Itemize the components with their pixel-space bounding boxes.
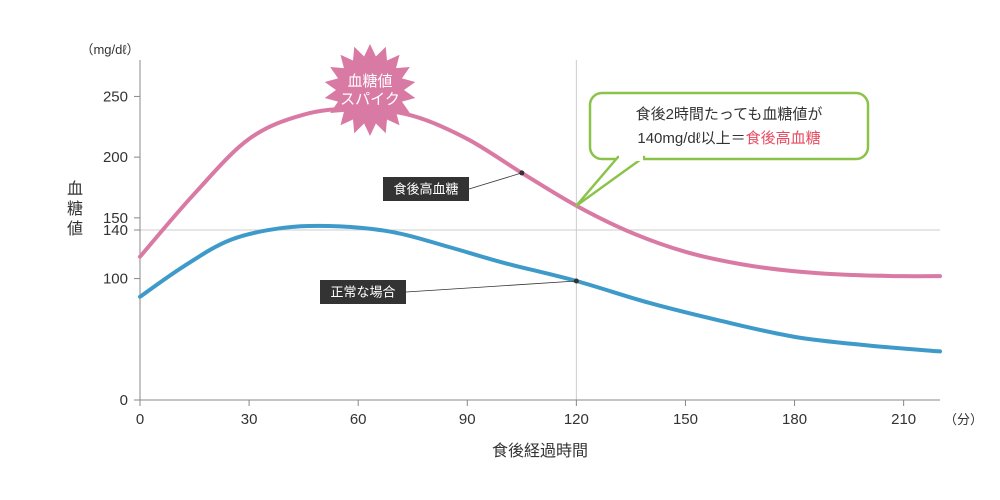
y-tick-label: 100 xyxy=(103,271,128,288)
burst-text-2: スパイク xyxy=(340,91,400,108)
x-axis-unit: （分） xyxy=(944,412,983,427)
x-axis-title: 食後経過時間 xyxy=(492,442,588,460)
series-label-connector xyxy=(406,281,576,292)
chart-svg: 0306090120150180210（分）食後経過時間010014015020… xyxy=(0,0,1000,500)
y-tick-label: 0 xyxy=(120,392,128,409)
series-label-connector-dot xyxy=(574,279,579,284)
y-tick-label: 250 xyxy=(103,88,128,105)
series-line-normal xyxy=(140,226,940,352)
x-tick-label: 30 xyxy=(241,411,258,428)
y-axis-label: 血糖値 xyxy=(60,180,84,240)
x-tick-label: 120 xyxy=(564,411,589,428)
callout-line2: 140mg/dℓ以上＝食後高血糖 xyxy=(637,130,820,147)
x-tick-label: 180 xyxy=(782,411,807,428)
x-tick-label: 0 xyxy=(136,411,144,428)
callout-tail xyxy=(576,157,644,206)
spike-burst-icon xyxy=(325,44,416,136)
x-tick-label: 90 xyxy=(459,411,476,428)
x-tick-label: 60 xyxy=(350,411,367,428)
series-label-text-normal: 正常な場合 xyxy=(330,285,395,300)
x-tick-label: 210 xyxy=(891,411,916,428)
blood-sugar-chart: 血糖値 0306090120150180210（分）食後経過時間01001401… xyxy=(0,0,1000,500)
y-tick-label: 200 xyxy=(103,149,128,166)
burst-text-1: 血糖値 xyxy=(347,73,392,90)
callout-seam-cover xyxy=(619,155,643,161)
callout-line1: 食後2時間たっても血糖値が xyxy=(636,106,823,123)
y-axis-unit: （mg/dℓ） xyxy=(80,42,139,57)
series-label-connector-dot xyxy=(519,170,524,175)
series-label-text-high: 食後高血糖 xyxy=(393,182,458,197)
callout-box xyxy=(590,93,868,159)
series-label-connector xyxy=(469,173,522,189)
y-tick-label: 150 xyxy=(103,210,128,227)
x-tick-label: 150 xyxy=(673,411,698,428)
